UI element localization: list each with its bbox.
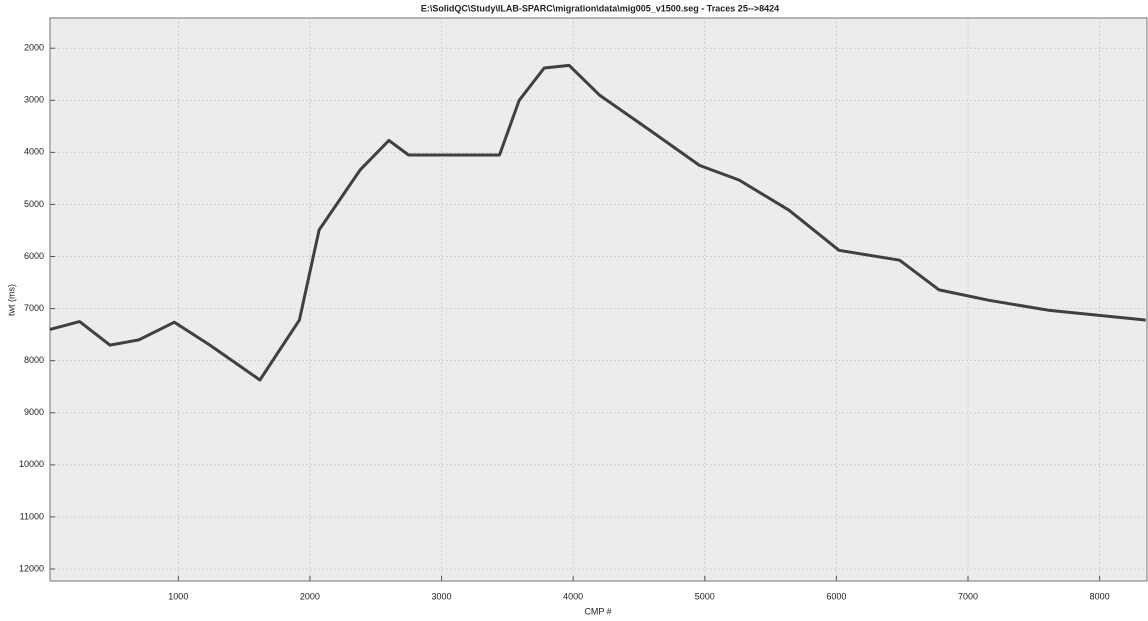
y-tick-label: 8000 bbox=[24, 355, 44, 365]
reflector-line bbox=[49, 63, 1146, 382]
x-tick-label: 7000 bbox=[958, 591, 978, 601]
y-tick-label: 2000 bbox=[24, 43, 44, 53]
y-tick-label: 7000 bbox=[24, 303, 44, 313]
y-tick-label: 9000 bbox=[24, 407, 44, 417]
x-tick-label: 6000 bbox=[826, 591, 846, 601]
y-tick-label: 11000 bbox=[20, 511, 44, 521]
x-tick-label: 8000 bbox=[1090, 591, 1110, 601]
y-tick-label: 4000 bbox=[24, 147, 44, 157]
y-tick-label: 10000 bbox=[19, 459, 44, 469]
chart-title: E:\SolidQC\Study\ILAB-SPARC\migration\da… bbox=[421, 3, 779, 13]
x-tick-label: 3000 bbox=[432, 591, 452, 601]
y-tick-label: 12000 bbox=[19, 563, 44, 573]
x-tick-label: 4000 bbox=[563, 591, 583, 601]
x-tick-label: 2000 bbox=[300, 591, 320, 601]
y-tick-label: 6000 bbox=[24, 251, 44, 261]
x-tick-label: 1000 bbox=[168, 591, 188, 601]
y-tick-label: 3000 bbox=[24, 95, 44, 105]
y-tick-label: 5000 bbox=[24, 199, 44, 209]
x-axis-label: CMP # bbox=[584, 606, 611, 616]
x-tick-label: 5000 bbox=[695, 591, 715, 601]
plot-area bbox=[49, 17, 1148, 582]
y-axis-label: twt (ms) bbox=[6, 284, 16, 316]
